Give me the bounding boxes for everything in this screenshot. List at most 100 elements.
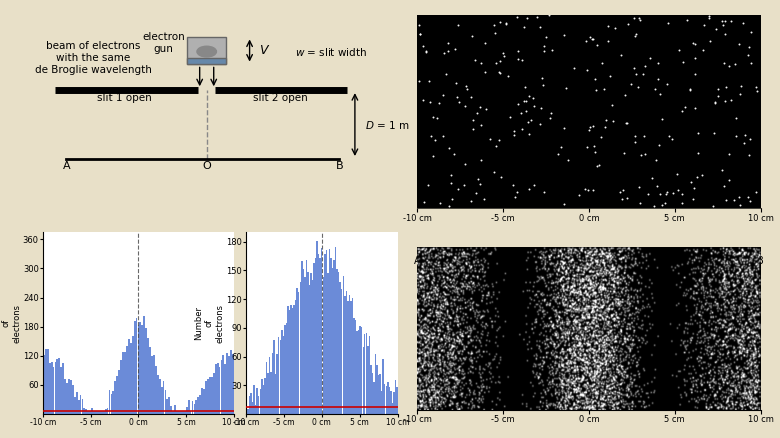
Point	[619, 120, 632, 127]
Bar	[215, 364, 217, 414]
Point	[488, 168, 501, 175]
Point	[552, 150, 565, 157]
Bar	[221, 360, 222, 414]
Bar	[289, 310, 290, 414]
Point	[417, 97, 429, 104]
Point	[688, 185, 700, 192]
Bar	[284, 325, 285, 414]
Bar	[327, 273, 328, 414]
Bar	[363, 347, 364, 414]
Point	[522, 118, 534, 125]
Point	[689, 40, 701, 47]
Point	[728, 197, 740, 204]
Point	[413, 21, 425, 28]
Point	[536, 75, 548, 82]
Point	[617, 149, 629, 156]
Point	[459, 182, 471, 189]
Point	[559, 85, 572, 92]
Point	[497, 49, 509, 57]
Text: B: B	[335, 161, 343, 170]
Bar	[281, 331, 282, 414]
Bar	[260, 389, 261, 414]
Point	[622, 21, 635, 28]
Bar	[388, 387, 390, 414]
Point	[492, 137, 505, 144]
Point	[519, 98, 532, 105]
Point	[656, 201, 668, 208]
Point	[445, 180, 457, 187]
Bar	[229, 357, 230, 414]
Point	[722, 63, 735, 70]
Bar	[76, 392, 77, 414]
Point	[413, 78, 425, 85]
Bar	[48, 363, 51, 414]
Point	[466, 33, 479, 40]
Bar	[47, 349, 48, 414]
Bar	[184, 411, 186, 414]
Point	[511, 188, 523, 195]
Point	[452, 21, 465, 28]
Point	[719, 98, 732, 105]
Point	[498, 53, 510, 60]
Bar	[157, 375, 158, 414]
Bar	[301, 261, 303, 414]
Bar	[315, 258, 317, 414]
Point	[732, 194, 745, 201]
Point	[475, 60, 488, 67]
Bar	[55, 362, 56, 414]
Point	[424, 99, 436, 106]
Point	[715, 167, 728, 174]
Point	[661, 81, 674, 88]
Point	[587, 187, 599, 194]
Point	[478, 196, 491, 203]
Bar	[304, 277, 306, 414]
Point	[500, 21, 512, 28]
Point	[546, 46, 558, 53]
Point	[479, 39, 491, 46]
Bar	[382, 359, 384, 414]
Bar	[232, 354, 234, 414]
Bar	[197, 397, 199, 414]
Point	[531, 13, 544, 20]
Point	[459, 160, 472, 167]
Bar	[323, 277, 324, 414]
Point	[527, 103, 540, 110]
Bar	[193, 404, 195, 414]
Bar	[141, 325, 144, 414]
Point	[499, 19, 512, 26]
Point	[587, 142, 600, 149]
Point	[652, 75, 665, 82]
Bar	[255, 405, 257, 414]
Bar	[272, 353, 273, 414]
Point	[528, 182, 541, 189]
Bar	[86, 409, 87, 414]
Bar	[352, 299, 353, 414]
Point	[543, 12, 555, 19]
Point	[516, 56, 528, 63]
Bar	[346, 291, 347, 414]
Point	[425, 132, 438, 139]
Point	[433, 99, 445, 106]
Point	[745, 29, 757, 36]
Point	[661, 189, 673, 196]
Point	[737, 19, 750, 26]
Point	[459, 102, 471, 109]
Point	[646, 174, 658, 181]
Bar	[387, 382, 388, 414]
Point	[465, 93, 477, 100]
Bar	[396, 387, 398, 414]
Point	[675, 199, 688, 206]
Point	[707, 130, 720, 137]
Point	[562, 156, 575, 163]
Point	[698, 22, 711, 29]
Point	[494, 19, 506, 26]
Point	[712, 85, 725, 92]
Bar	[93, 411, 95, 414]
Bar	[122, 352, 124, 414]
Point	[451, 94, 463, 101]
Point	[593, 162, 605, 169]
Point	[434, 200, 446, 207]
Point	[558, 200, 570, 207]
Point	[587, 35, 599, 42]
Point	[502, 73, 515, 80]
